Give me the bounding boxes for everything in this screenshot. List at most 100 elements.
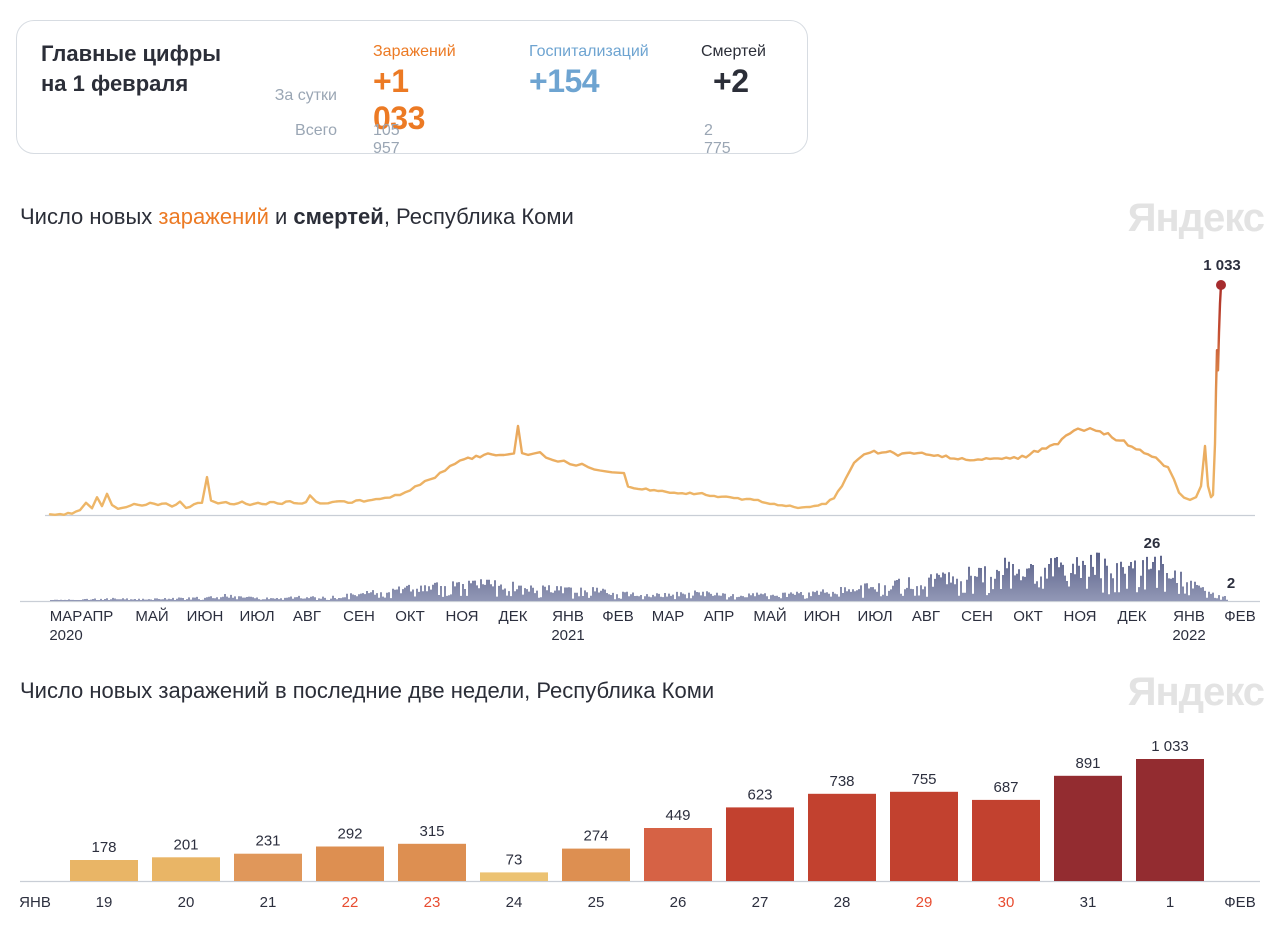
x-axis-month-label: ФЕВ	[602, 608, 633, 625]
x-axis-month-label: МАР	[652, 608, 685, 625]
bar-day-23[interactable]	[398, 843, 466, 881]
deaths-last-label: 2	[1227, 575, 1235, 592]
main-chart-title-deaths-word: смертей	[293, 204, 384, 229]
infections-daily-value: +1 033	[373, 63, 425, 136]
bar-value-label: 755	[911, 771, 936, 788]
x-axis-month-label: ИЮЛ	[857, 608, 892, 625]
deaths-peak-label: 26	[1144, 535, 1161, 552]
x-axis-year-label: 2020	[49, 627, 82, 644]
bar-day-24[interactable]	[480, 872, 548, 881]
x-axis-month-label: ИЮН	[187, 608, 224, 625]
infections-peak-label: 1 033	[1203, 257, 1241, 274]
x-axis-month-label: ФЕВ	[1224, 608, 1255, 625]
bar-day-25[interactable]	[562, 848, 630, 881]
yandex-logo-2: Яндекс	[1127, 670, 1265, 714]
bar-day-label: 27	[752, 894, 769, 911]
bar-day-22[interactable]	[316, 846, 384, 882]
bar-day-label: 1	[1166, 894, 1174, 911]
bar-day-label: 30	[998, 894, 1015, 911]
deaths-total-value: 2 775	[704, 122, 731, 157]
bar-day-label: 29	[916, 894, 933, 911]
infections-total-value: 105 957	[373, 122, 400, 157]
x-axis-month-label: СЕН	[961, 608, 993, 625]
x-axis-month-label: ИЮЛ	[239, 608, 274, 625]
hospitalizations-daily-value: +154	[529, 63, 600, 99]
two-weeks-chart-title: Число новых заражений в последние две не…	[20, 678, 715, 703]
deaths-series-area[interactable]	[50, 552, 1228, 601]
x-axis-month-label: АПР	[83, 608, 114, 625]
daily-row-label: За сутки	[274, 87, 337, 104]
bar-day-19[interactable]	[70, 860, 138, 881]
x-axis-month-label: ОКТ	[1013, 608, 1043, 625]
bar-value-label: 201	[173, 836, 198, 853]
hospitalizations-label: Госпитализаций	[529, 43, 649, 60]
bar-day-label: 28	[834, 894, 851, 911]
bar-value-label: 292	[337, 826, 362, 843]
bar-day-29[interactable]	[890, 791, 958, 881]
x-axis-month-label: ОКТ	[395, 608, 425, 625]
summary-card: Главные цифры на 1 февраля За сутки Всег…	[16, 20, 808, 157]
card-title: Главные цифры на 1 февраля	[41, 39, 221, 99]
bar-day-label: 19	[96, 894, 113, 911]
main-chart-title: Число новых заражений и смертей, Республ…	[20, 204, 574, 230]
bar-day-label: 22	[342, 894, 359, 911]
total-row-label: Всего	[295, 122, 337, 139]
deaths-label: Смертей	[701, 43, 766, 60]
x-axis-year-label: 2021	[551, 627, 584, 644]
bar-value-label: 231	[255, 833, 280, 850]
bar-value-label: 449	[665, 807, 690, 824]
bar-day-28[interactable]	[808, 793, 876, 881]
bar-day-27[interactable]	[726, 807, 794, 881]
bar-value-label: 315	[419, 823, 444, 840]
bar-value-label: 687	[993, 779, 1018, 796]
bar-day-26[interactable]	[644, 828, 712, 881]
main-chart-title-part5: , Республика Коми	[383, 204, 574, 229]
bars-month-right-label: ФЕВ	[1224, 894, 1255, 911]
bar-day-label: 21	[260, 894, 277, 911]
bars-layers: ЯНВ ФЕВ 178 19 201 20 231 21 292 22 315 23 73 24 274 25…	[19, 738, 1260, 911]
yandex-logo: Яндекс	[1127, 196, 1265, 240]
bar-day-21[interactable]	[234, 853, 302, 881]
bar-day-label: 31	[1080, 894, 1097, 911]
x-axis-month-label: ДЕК	[1118, 608, 1147, 625]
two-weeks-bar-chart[interactable]: ЯНВ ФЕВ 178 19 201 20 231 21 292 22 315 23 73 24 274 25…	[0, 720, 1280, 938]
bar-day-1[interactable]	[1136, 759, 1204, 881]
infections-peak-dot[interactable]	[1216, 280, 1226, 290]
x-axis-month-label: МАЙ	[135, 607, 168, 625]
bar-value-label: 73	[506, 851, 523, 868]
x-axis-month-label: МАЙ	[753, 607, 786, 625]
bar-value-label: 178	[91, 839, 116, 856]
x-axis-month-label: НОЯ	[1063, 608, 1096, 625]
x-axis-month-label: АВГ	[912, 608, 940, 625]
x-axis-month-label: СЕН	[343, 608, 375, 625]
x-axis-month-label: ДЕК	[499, 608, 528, 625]
x-axis-month-label: ЯНВ	[1173, 608, 1205, 625]
bar-day-31[interactable]	[1054, 775, 1122, 881]
card-title-line1: Главные цифры	[41, 41, 222, 66]
bars-month-left-label: ЯНВ	[19, 894, 51, 911]
infections-label: Заражений	[373, 43, 456, 60]
bar-day-20[interactable]	[152, 857, 220, 881]
deaths-daily-value: +2	[713, 63, 749, 99]
bar-value-label: 738	[829, 773, 854, 790]
infections-series-line[interactable]	[48, 283, 1223, 516]
x-axis-month-label: АВГ	[293, 608, 321, 625]
main-chart-title-part1: Число новых	[20, 204, 159, 229]
bar-day-label: 20	[178, 894, 195, 911]
bar-day-label: 25	[588, 894, 605, 911]
main-chart-title-part3: и	[268, 204, 294, 229]
bar-day-label: 24	[506, 894, 523, 911]
bar-value-label: 623	[747, 786, 772, 803]
main-chart-title-infections-word: заражений	[158, 204, 269, 229]
bar-day-label: 26	[670, 894, 687, 911]
x-axis-month-label: ИЮН	[804, 608, 841, 625]
card-title-line2: на 1 февраля	[41, 71, 189, 96]
x-axis-month-label: АПР	[704, 608, 735, 625]
x-axis-month-label: НОЯ	[445, 608, 478, 625]
bar-day-30[interactable]	[972, 799, 1040, 881]
bar-day-label: 23	[424, 894, 441, 911]
bar-value-label: 1 033	[1151, 738, 1189, 755]
x-axis-month-label: МАР	[50, 608, 83, 625]
